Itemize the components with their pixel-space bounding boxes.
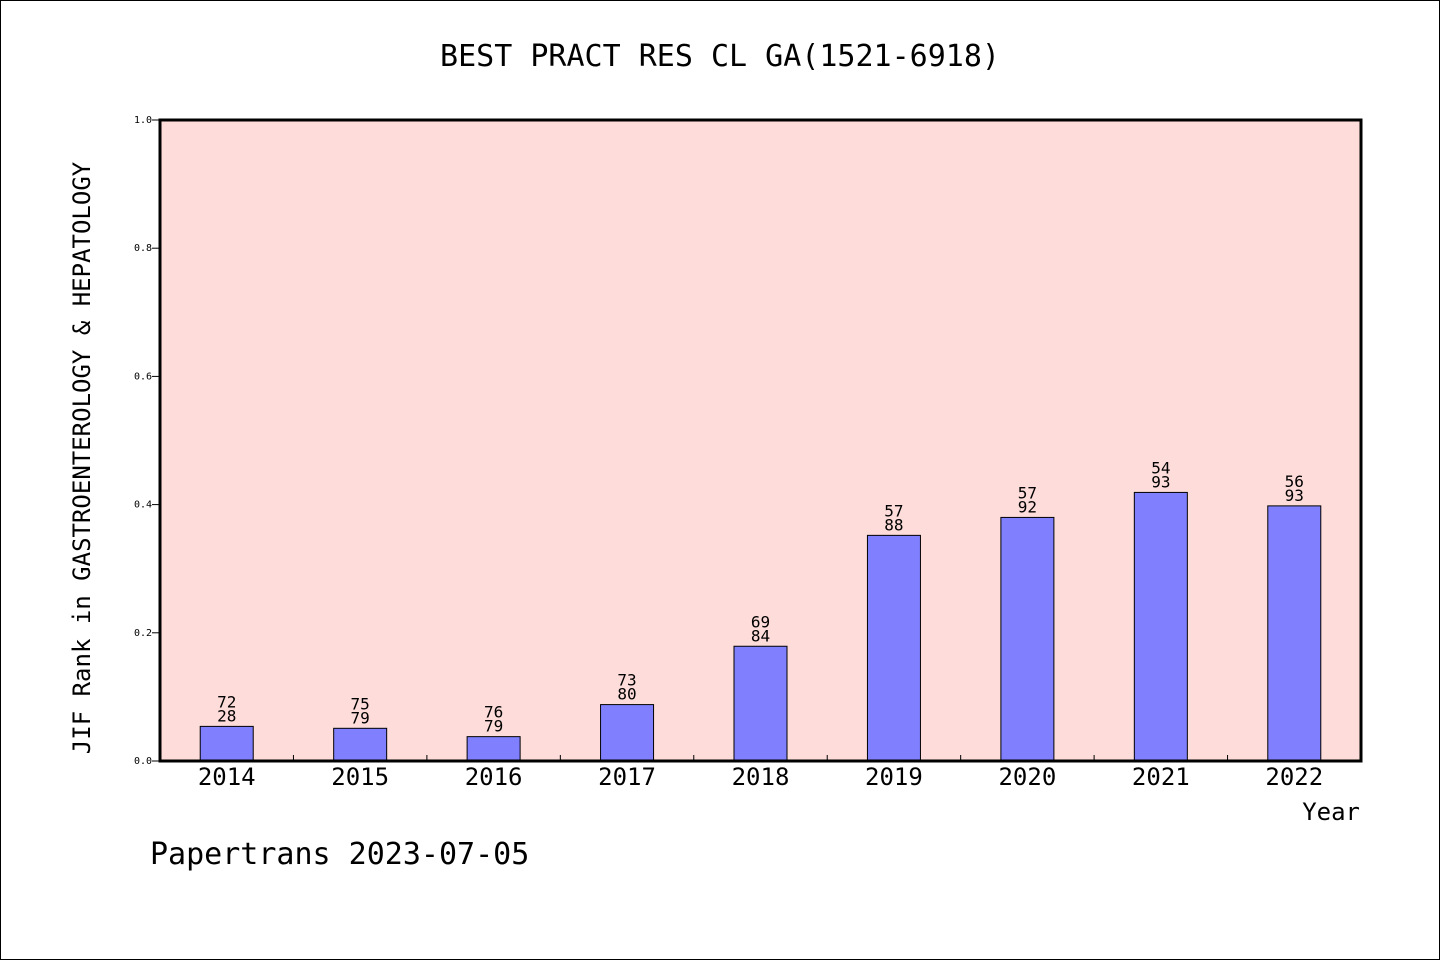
bar-label-rank-2021: 54 bbox=[1151, 458, 1170, 477]
bar-label-rank-2020: 57 bbox=[1018, 483, 1037, 502]
bar-label-total-2020: 92 bbox=[1018, 497, 1037, 516]
bar-2017 bbox=[600, 704, 655, 762]
bar-2020 bbox=[1000, 516, 1055, 762]
y-tick-label: 0.8 bbox=[134, 243, 152, 254]
x-tick-label-2014: 2014 bbox=[198, 763, 256, 791]
bar-label-total-2019: 88 bbox=[884, 515, 903, 534]
chart-title: BEST PRACT RES CL GA(1521-6918) bbox=[440, 39, 1000, 74]
bar-2016 bbox=[466, 736, 521, 762]
bar-2018 bbox=[733, 645, 788, 762]
bar-label-rank-2022: 56 bbox=[1285, 472, 1304, 491]
y-tick-label: 0.2 bbox=[134, 628, 152, 639]
x-tick-label-2021: 2021 bbox=[1132, 763, 1190, 791]
bar-label-rank-2017: 73 bbox=[617, 671, 636, 690]
x-axis-label: Year bbox=[1302, 798, 1360, 826]
x-tick-label-2019: 2019 bbox=[865, 763, 923, 791]
bar-label-rank-2019: 57 bbox=[884, 501, 903, 520]
bar-label-total-2017: 80 bbox=[617, 685, 636, 704]
bar-2021 bbox=[1133, 491, 1188, 762]
bar-series bbox=[199, 491, 1322, 762]
x-tick-label-2015: 2015 bbox=[331, 763, 389, 791]
y-axis: 0.0 0.2 0.4 0.6 0.8 1.0 bbox=[134, 115, 160, 767]
y-tick-label: 0.6 bbox=[134, 371, 152, 382]
x-tick-label-2017: 2017 bbox=[598, 763, 656, 791]
bar-label-rank-2016: 76 bbox=[484, 703, 503, 722]
x-tick-label-2022: 2022 bbox=[1265, 763, 1323, 791]
bar-2014 bbox=[199, 725, 254, 762]
bar-label-total-2015: 79 bbox=[351, 708, 370, 727]
y-axis-label: JIF Rank in GASTROENTEROLOGY & HEPATOLOG… bbox=[68, 161, 96, 754]
x-tick-label-2018: 2018 bbox=[732, 763, 790, 791]
bar-2022 bbox=[1267, 505, 1322, 762]
bar-label-total-2018: 84 bbox=[751, 626, 770, 645]
bar-label-rank-2015: 75 bbox=[351, 694, 370, 713]
bar-label-rank-2014: 72 bbox=[217, 692, 236, 711]
bar-2015 bbox=[333, 727, 388, 762]
x-tick-label-2016: 2016 bbox=[465, 763, 523, 791]
footer-timestamp: Papertrans 2023-07-05 bbox=[150, 837, 529, 872]
bar-2019 bbox=[866, 534, 921, 762]
bar-label-rank-2018: 69 bbox=[751, 612, 770, 631]
plot-border bbox=[158, 118, 1363, 763]
y-tick-label: 1.0 bbox=[134, 115, 152, 126]
x-tick-label-2020: 2020 bbox=[998, 763, 1056, 791]
x-axis: 2014 2015 2016 2017 2018 2019 2020 2021 2022 bbox=[198, 755, 1323, 791]
bar-label-total-2021: 93 bbox=[1151, 472, 1170, 491]
y-tick-label: 0.4 bbox=[134, 500, 152, 511]
y-tick-label: 0.0 bbox=[134, 756, 152, 767]
bar-label-total-2014: 28 bbox=[217, 706, 236, 725]
bar-label-total-2022: 93 bbox=[1285, 486, 1304, 505]
bar-label-total-2016: 79 bbox=[484, 717, 503, 736]
